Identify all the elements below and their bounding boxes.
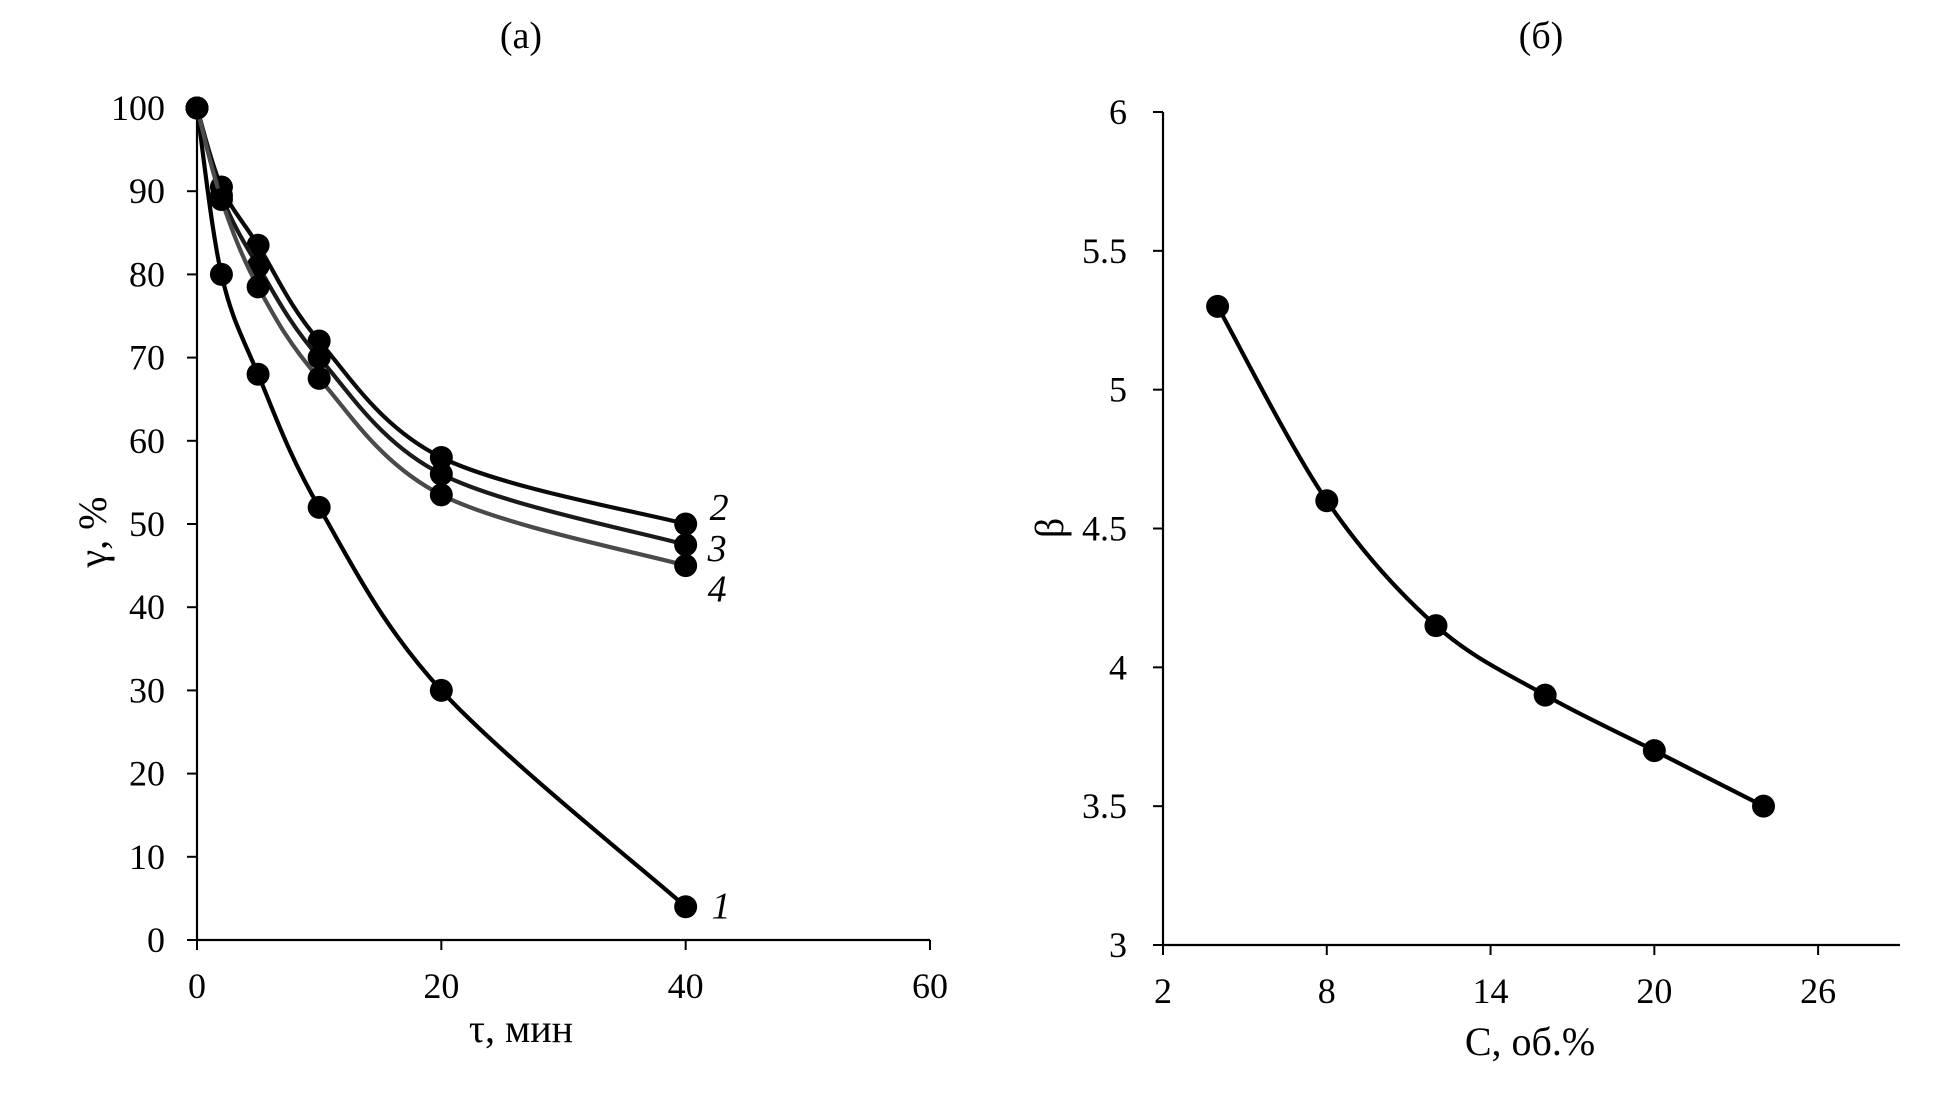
panel-a-y-tick-label: 100 <box>111 88 165 128</box>
panel-b-label: (б) <box>1519 15 1564 57</box>
panel-b-x-axis-title: C, об.% <box>1465 1019 1595 1064</box>
panel-a-x-tick-label: 20 <box>423 966 459 1006</box>
panel-a-series-label: 2 <box>710 487 729 529</box>
panel-a-y-axis-title: γ, % <box>70 497 115 569</box>
panel-b-data-point <box>1533 683 1557 707</box>
panel-a-series-4: 4 <box>185 96 727 611</box>
panel-b-y-tick-label: 4 <box>1109 647 1127 687</box>
panel-a-data-point <box>246 362 270 386</box>
panel-a-series-1: 1 <box>185 96 731 928</box>
panel-b-y-tick-label: 5.5 <box>1082 231 1127 271</box>
panel-a-series-label: 4 <box>708 569 727 611</box>
panel-a-data-point <box>307 366 331 390</box>
panel-a-y-tick-label: 50 <box>129 504 165 544</box>
panel-a-data-point <box>246 275 270 299</box>
panel-a-y-tick-label: 90 <box>129 171 165 211</box>
panel-b-x-tick-label: 14 <box>1473 971 1509 1011</box>
panel-b-y-tick-label: 6 <box>1109 92 1127 132</box>
panel-a-x-axis-title: τ, мин <box>469 1006 573 1051</box>
panel-b-series-line <box>1215 304 1766 809</box>
panel-b-series <box>1206 294 1776 818</box>
panel-b-x-tick-label: 20 <box>1636 971 1672 1011</box>
panel-a-data-point <box>307 329 331 353</box>
panel-b-series--C- <box>1206 294 1776 818</box>
panel-b-y-tick-label: 3.5 <box>1082 786 1127 826</box>
panel-a-data-point <box>429 462 453 486</box>
panel-a-data-point <box>246 233 270 257</box>
panel-b-y-axis-title: β <box>1027 518 1072 538</box>
panel-b-data-point <box>1424 614 1448 638</box>
panel-b-x-tick-label: 26 <box>1800 971 1836 1011</box>
panel-b-x-tick-label: 8 <box>1318 971 1336 1011</box>
panel-a-y-tick-label: 80 <box>129 254 165 294</box>
panel-a-y-tick-label: 20 <box>129 754 165 794</box>
panel-a-y-tick-label: 30 <box>129 670 165 710</box>
panel-a-series-3: 3 <box>185 96 727 570</box>
panel-a-y-tick-label: 0 <box>147 920 165 960</box>
panel-b-data-point <box>1206 294 1230 318</box>
panel-a-data-point <box>307 495 331 519</box>
panel-a-data-point <box>674 895 698 919</box>
panel-a-data-point <box>674 533 698 557</box>
panel-a-y-tick-label: 60 <box>129 421 165 461</box>
panel-a-data-point <box>209 188 233 212</box>
panel-a-chart: (a) 0 20 40 60 0 10 20 30 40 50 60 70 80 90 100 1 234 τ… <box>70 15 948 1051</box>
panel-a-x-tick-label: 40 <box>668 966 704 1006</box>
panel-a-series-label: 1 <box>712 886 731 928</box>
panel-a-x-tick-label: 0 <box>188 966 206 1006</box>
panel-a-series-label: 3 <box>707 528 727 570</box>
panel-b-x-tick-label: 2 <box>1154 971 1172 1011</box>
panel-b-data-point <box>1315 489 1339 513</box>
panel-a-y-tick-label: 10 <box>129 837 165 877</box>
panel-a-data-point <box>429 678 453 702</box>
panel-a-data-point <box>429 445 453 469</box>
panel-a-data-point <box>674 512 698 536</box>
panel-b-data-point <box>1642 739 1666 763</box>
panel-b-y-tick-label: 4.5 <box>1082 509 1127 549</box>
panel-a-data-point <box>429 483 453 507</box>
panel-b-data-point <box>1752 794 1776 818</box>
panel-a-ticks: 0 20 40 60 0 10 20 30 40 50 60 70 80 90 100 <box>111 88 948 1006</box>
panel-a-data-point <box>185 96 209 120</box>
panel-b-ticks: 2 8 14 20 26 3 3.5 4 4.5 5 5.5 6 <box>1082 92 1836 1011</box>
panel-a-label: (a) <box>500 15 542 57</box>
panel-b-y-tick-label: 5 <box>1109 370 1127 410</box>
panel-a-series-2: 2 <box>185 96 729 536</box>
panel-a-y-tick-label: 40 <box>129 587 165 627</box>
panel-a-data-point <box>674 554 698 578</box>
panel-b-chart: (б) 2 8 14 20 26 3 3.5 4 4.5 5 5.5 6 C, об.% β <box>1027 15 1900 1064</box>
panel-b-y-tick-label: 3 <box>1109 925 1127 965</box>
panel-a-series: 1 234 <box>185 96 731 928</box>
panel-a-data-point <box>307 346 331 370</box>
panel-a-x-tick-label: 60 <box>912 966 948 1006</box>
panel-a-data-point <box>209 262 233 286</box>
panel-a-y-tick-label: 70 <box>129 338 165 378</box>
